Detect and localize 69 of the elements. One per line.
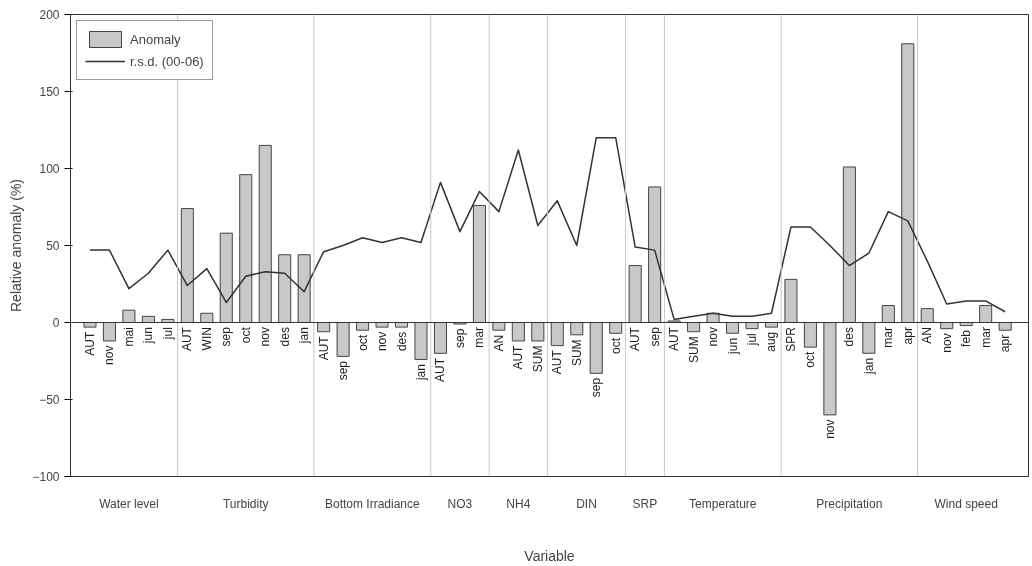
x-tick-label: AUT [667, 326, 682, 352]
x-tick-label: mai [121, 327, 136, 347]
x-tick-label: jun [141, 327, 156, 345]
x-tick-label: AUT [180, 326, 195, 352]
x-tick-label: mar [472, 327, 487, 348]
x-tick-label: nov [822, 419, 837, 439]
x-tick-label: apr [998, 334, 1013, 353]
y-tick-label: −50 [39, 393, 60, 407]
x-tick-label: AN [491, 334, 506, 352]
y-tick-label: 150 [39, 85, 60, 99]
x-tick-label: AUT [82, 331, 97, 356]
x-tick-label: nov [102, 345, 117, 365]
x-tick-label: oct [803, 351, 818, 368]
x-tick-label: AUT [628, 326, 643, 352]
text: Bottom Irradiance [324, 496, 420, 511]
text: Turbidity [222, 496, 269, 511]
x-tick-label: SPR [783, 326, 798, 352]
x-tick-label: AUT [550, 349, 565, 375]
x-tick-label: sep [452, 328, 467, 349]
x-tick-label: oct [355, 334, 370, 351]
x-tick-label: jun [725, 337, 740, 355]
x-tick-label: AUT [316, 335, 331, 361]
y-tick-label: 50 [46, 239, 60, 253]
y-tick-label: 0 [52, 316, 60, 330]
x-tick-label: nov [375, 331, 390, 352]
x-tick-label: AUT [433, 357, 448, 382]
x-tick-label: jan [413, 364, 428, 382]
text: SRP [632, 496, 658, 511]
x-tick-label: oct [608, 337, 623, 354]
text: Precipitation [816, 496, 883, 511]
x-tick-label: aug [764, 331, 779, 352]
text: Water level [99, 496, 159, 511]
x-tick-label: sep [589, 377, 604, 398]
x-tick-label: AUT [511, 344, 526, 370]
x-tick-label: WIN [199, 327, 214, 351]
x-tick-label: mar [978, 327, 993, 348]
x-tick-label: AN [920, 327, 935, 344]
legend-label: r.s.d. (00-06) [130, 53, 204, 69]
text: DIN [576, 496, 597, 511]
x-tick-label: jan [861, 357, 876, 375]
x-tick-label: SUM [686, 336, 701, 364]
x-tick-label: oct [238, 326, 253, 344]
x-tick-label: des [394, 331, 409, 352]
x-tick-label: nov [706, 327, 721, 347]
x-tick-label: sep [219, 326, 234, 347]
legend-label: Anomaly [130, 31, 181, 47]
text: Temperature [689, 496, 757, 511]
x-tick-label: jul [745, 333, 759, 347]
y-tick-label: 100 [39, 162, 60, 176]
y-tick-label: 200 [39, 8, 60, 22]
x-axis-title: Variable [524, 547, 575, 564]
x-tick-label: jul [160, 327, 175, 341]
x-tick-label: sep [336, 360, 351, 381]
x-tick-label: feb [959, 329, 974, 347]
x-tick-label: nov [258, 327, 273, 347]
x-tick-label: SUM [530, 345, 545, 373]
x-tick-label: nov [939, 333, 954, 353]
x-tick-label: mar [881, 327, 896, 348]
text: NH4 [506, 496, 531, 511]
x-tick-label: jan [297, 327, 312, 345]
y-axis-title: Relative anomaly (%) [8, 178, 25, 313]
text: Wind speed [934, 496, 998, 511]
x-tick-label: des [277, 327, 292, 347]
x-tick-label: sep [647, 326, 662, 347]
x-tick-label: SUM [569, 339, 584, 367]
y-tick-label: −100 [32, 470, 60, 484]
x-tick-label: des [842, 327, 857, 347]
text: NO3 [447, 496, 473, 511]
x-tick-label: apr [900, 327, 915, 345]
